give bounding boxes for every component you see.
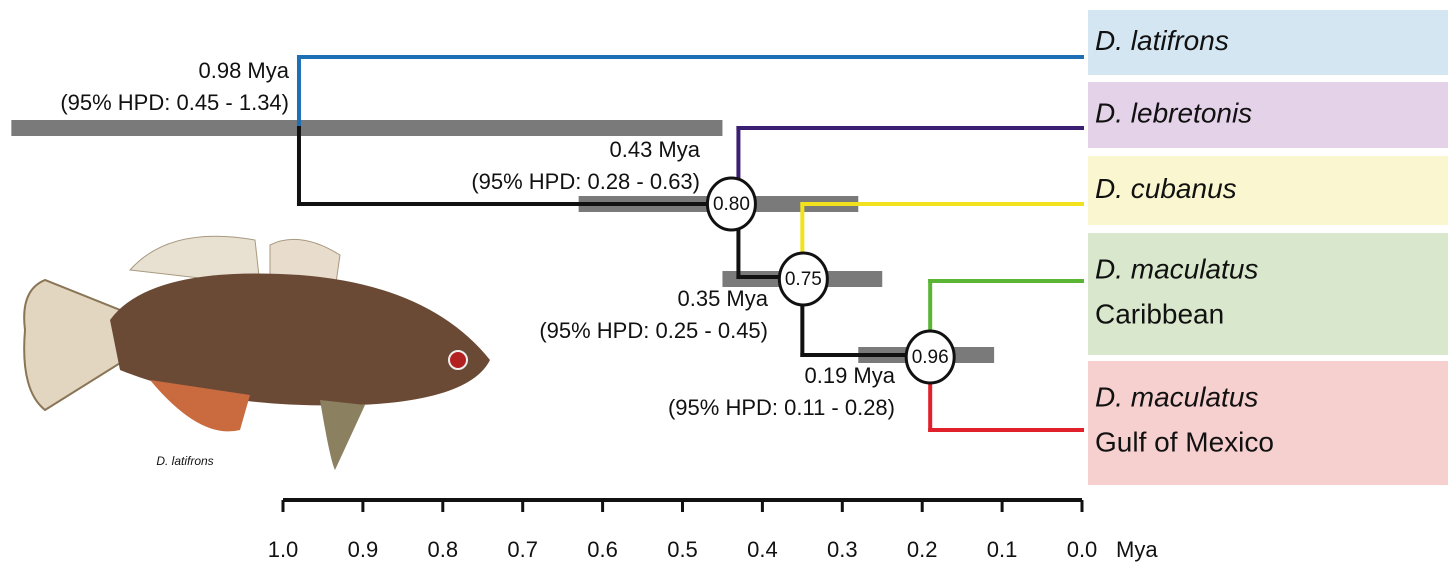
taxon-name: D. cubanus — [1095, 173, 1237, 204]
x-tick-label: 0.1 — [987, 537, 1018, 562]
age-label: 0.19 Mya — [805, 363, 896, 388]
hpd-label: (95% HPD: 0.11 - 0.28) — [668, 395, 895, 420]
x-tick-label: 0.6 — [587, 537, 618, 562]
x-tick-label: 0.2 — [907, 537, 938, 562]
age-label: 0.98 Mya — [199, 58, 290, 83]
hpd-bar — [11, 120, 722, 136]
taxon-box — [1088, 361, 1448, 485]
x-tick-label: 0.0 — [1067, 537, 1098, 562]
taxon-subname: Gulf of Mexico — [1095, 426, 1274, 457]
x-axis-label: Mya — [1116, 537, 1158, 562]
tree-chart: D. latifrons Mya 1.0 0.9 0.8 0.7 0.6 0.5 0.4 0.… — [0, 0, 1448, 563]
taxon-name: D. latifrons — [1095, 25, 1229, 56]
x-tick-label: 0.5 — [667, 537, 698, 562]
x-tick-label: 0.4 — [747, 537, 778, 562]
hpd-label: (95% HPD: 0.28 - 0.63) — [471, 169, 700, 194]
image-caption: D. latifrons — [156, 454, 213, 468]
hpd-label: (95% HPD: 0.25 - 0.45) — [539, 318, 768, 343]
hpd-label: (95% HPD: 0.45 - 1.34) — [60, 90, 289, 115]
x-tick-label: 0.3 — [827, 537, 858, 562]
x-tick-label: 0.9 — [348, 537, 379, 562]
taxon-name: D. maculatus — [1095, 253, 1258, 284]
x-tick-label: 0.7 — [507, 537, 538, 562]
posterior-label: 0.80 — [713, 194, 750, 215]
fish-illustration: D. latifrons — [24, 236, 490, 470]
taxon-subname: Caribbean — [1095, 298, 1224, 329]
age-label: 0.43 Mya — [610, 137, 701, 162]
age-label: 0.35 Mya — [678, 286, 769, 311]
posterior-label: 0.75 — [785, 269, 822, 290]
taxon-name: D. lebretonis — [1095, 97, 1252, 128]
taxon-name: D. maculatus — [1095, 381, 1258, 412]
x-tick-label: 1.0 — [268, 537, 299, 562]
x-tick-label: 0.8 — [428, 537, 459, 562]
taxon-box — [1088, 233, 1448, 355]
posterior-label: 0.96 — [912, 347, 949, 368]
